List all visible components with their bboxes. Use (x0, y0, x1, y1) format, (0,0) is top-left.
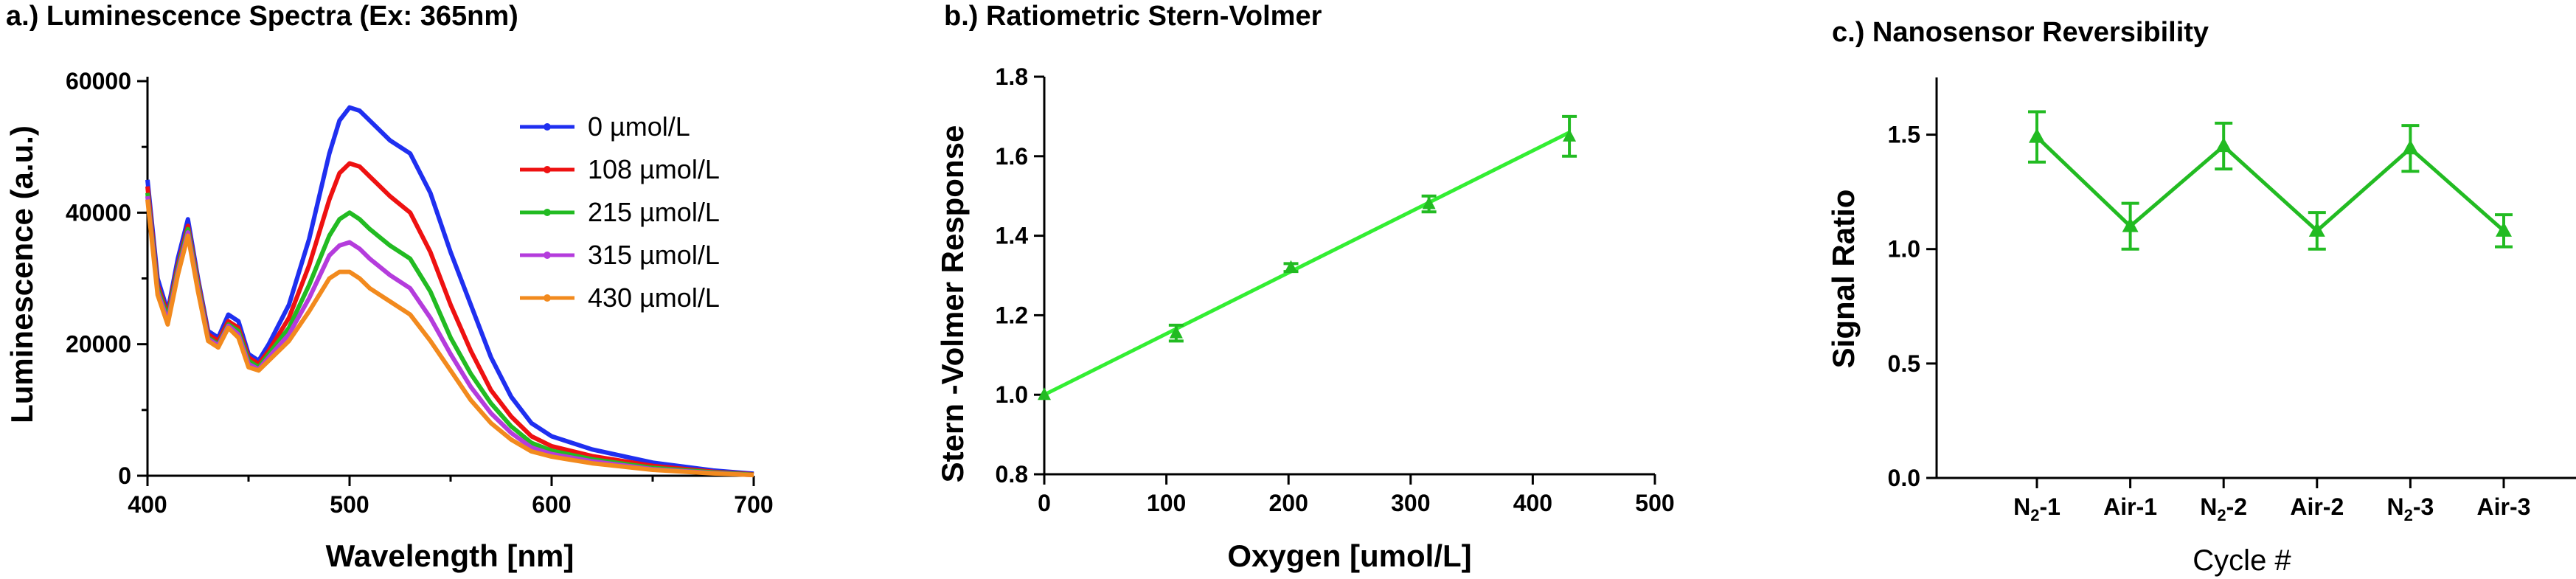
panel-a: a.) Luminescence Spectra (Ex: 365nm) Wav… (4, 1, 774, 573)
panel-a-xtick-label: 700 (734, 491, 773, 518)
legend-marker (544, 209, 551, 216)
panel-c-title: c.) Nanosensor Reversibility (1832, 17, 2209, 48)
panel-c-xtick-label: N2-1 (2013, 493, 2061, 524)
panel-b-ytick-label: 1.0 (996, 381, 1028, 408)
panel-b-xtick-label: 500 (1635, 490, 1674, 516)
panel-b-ytick-label: 0.8 (996, 461, 1028, 488)
legend-label: 315 µmol/L (588, 240, 720, 270)
panel-b-ytick-label: 1.4 (996, 223, 1029, 249)
panel-c-point (2402, 139, 2419, 155)
panel-a-ylabel: Luminescence (a.u.) (4, 125, 39, 423)
panel-c-xtick-label: N2-2 (2200, 493, 2247, 524)
panel-b-title: b.) Ratiometric Stern-Volmer (944, 1, 1322, 32)
panel-b-ytick-label: 1.2 (996, 302, 1028, 328)
panel-a-xtick-label: 600 (532, 491, 571, 518)
panel-c-point (2029, 128, 2045, 143)
panel-c-ytick-label: 1.0 (1888, 236, 1920, 263)
legend-marker (544, 166, 551, 173)
panel-a-ytick-label: 60000 (66, 68, 131, 94)
legend-marker (544, 123, 551, 131)
panel-c-ytick-label: 0.5 (1888, 350, 1920, 377)
panel-a-ytick-label: 40000 (66, 199, 131, 226)
panel-c-point (2496, 221, 2512, 237)
panel-b-xtick-label: 400 (1513, 490, 1552, 516)
panel-b-point (1038, 387, 1051, 401)
panel-c-ylabel: Signal Ratio (1826, 190, 1861, 369)
panel-b-fit-line (1043, 131, 1571, 397)
panel-c-xtick-label: Air-3 (2477, 493, 2531, 520)
panel-c-point (2122, 217, 2139, 232)
panel-a-title: a.) Luminescence Spectra (Ex: 365nm) (6, 1, 518, 32)
panel-b-xtick-label: 300 (1391, 490, 1430, 516)
panel-a-xtick-label: 400 (128, 491, 167, 518)
panel-b-point (1563, 128, 1577, 142)
legend-label: 108 µmol/L (588, 154, 720, 184)
legend-label: 215 µmol/L (588, 197, 720, 227)
panel-b-xlabel: Oxygen [umol/L] (1227, 538, 1471, 573)
panel-a-xlabel: Wavelength [nm] (326, 538, 574, 573)
panel-b: b.) Ratiometric Stern-Volmer Oxygen [umo… (935, 1, 1675, 573)
panel-a-series-line (145, 199, 754, 478)
panel-b-ytick-label: 1.6 (996, 143, 1028, 170)
panel-a-ytick-label: 0 (118, 462, 131, 489)
panel-c-ytick-label: 0.0 (1888, 465, 1920, 491)
legend-marker (544, 294, 551, 302)
panel-b-point (1169, 325, 1183, 339)
panel-b-xtick-label: 100 (1147, 490, 1186, 516)
panel-a-xtick-label: 500 (330, 491, 369, 518)
legend-label: 0 µmol/L (588, 111, 690, 142)
panel-b-ytick-label: 1.8 (996, 63, 1028, 90)
panel-c-xtick-label: Air-1 (2103, 493, 2157, 520)
panel-a-ytick-label: 20000 (66, 331, 131, 358)
legend-label: 430 µmol/L (588, 282, 720, 313)
panel-b-point (1284, 260, 1298, 273)
panel-c-xtick-label: Air-2 (2290, 493, 2344, 520)
legend-marker (544, 252, 551, 259)
panel-b-xtick-label: 0 (1038, 490, 1051, 516)
panel-b-xtick-label: 200 (1269, 490, 1308, 516)
panel-c-xtick-label: N2-3 (2386, 493, 2434, 524)
panel-c-ytick-label: 1.5 (1888, 122, 1920, 148)
panel-b-ylabel: Stern -Volmer Response (935, 125, 970, 483)
panel-c-xlabel: Cycle # (2193, 544, 2291, 577)
panel-c-point (2215, 137, 2232, 153)
panel-c-point (2308, 221, 2325, 237)
panel-c: c.) Nanosensor Reversibility Cycle # Sig… (1826, 17, 2576, 577)
panel-c-series-line (2035, 135, 2505, 234)
panel-b-point (1422, 196, 1436, 209)
